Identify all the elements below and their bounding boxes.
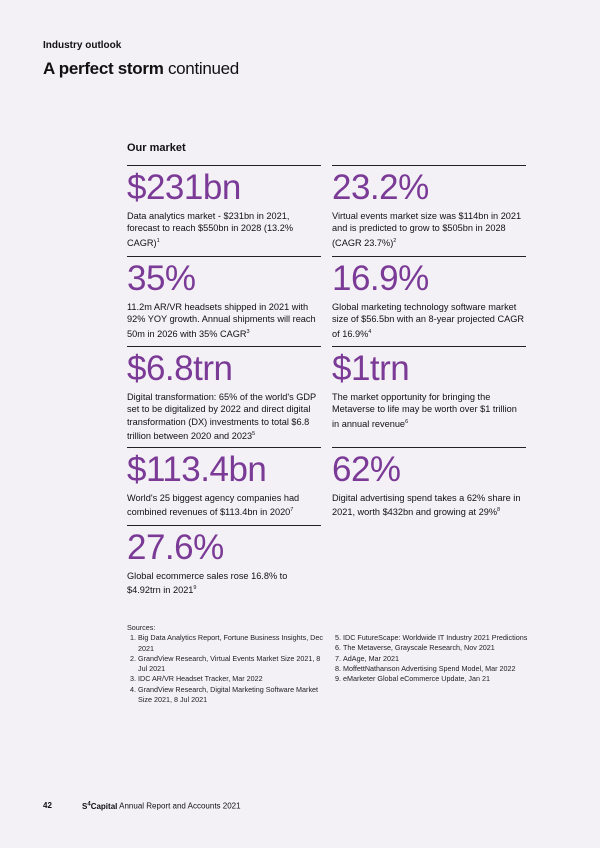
source-item: IDC FutureScape: Worldwide IT Industry 2… — [343, 633, 552, 643]
stat-block: $113.4bn World's 25 biggest agency compa… — [127, 447, 321, 519]
sources-label: Sources: — [127, 623, 156, 632]
stat-value: $231bn — [127, 168, 241, 207]
stat-description: Global marketing technology software mar… — [332, 301, 526, 340]
brand-s: S — [82, 801, 88, 811]
sources-left: Sources: Big Data Analytics Report, Fort… — [127, 623, 327, 705]
brand-sup: 4 — [87, 801, 91, 807]
stat-description: 11.2m AR/VR headsets shipped in 2021 wit… — [127, 301, 321, 340]
stat-value: 35% — [127, 259, 196, 298]
title-rest: continued — [163, 59, 239, 78]
stat-value: $6.8trn — [127, 349, 233, 388]
footnote-ref: 4 — [368, 328, 372, 335]
stat-description: Digital transformation: 65% of the world… — [127, 391, 321, 442]
stat-block: 35% 11.2m AR/VR headsets shipped in 2021… — [127, 256, 321, 340]
footnote-ref: 5 — [252, 430, 256, 437]
section-kicker: Industry outlook — [43, 40, 122, 51]
stat-block: $231bn Data analytics market - $231bn in… — [127, 165, 321, 249]
footnote-ref: 9 — [193, 585, 197, 592]
page-title: A perfect storm continued — [43, 59, 239, 79]
stat-block: 62% Digital advertising spend takes a 62… — [332, 447, 526, 519]
source-item: MoffettNathanson Advertising Spend Model… — [343, 664, 552, 674]
source-item: eMarketer Global eCommerce Update, Jan 2… — [343, 674, 552, 684]
source-item: GrandView Research, Virtual Events Marke… — [138, 654, 327, 675]
stat-value: 16.9% — [332, 259, 429, 298]
footnote-ref: 7 — [290, 507, 294, 514]
stat-block: $1trn The market opportunity for bringin… — [332, 346, 526, 430]
stat-text: Digital transformation: 65% of the world… — [127, 392, 316, 441]
stat-block: 23.2% Virtual events market size was $11… — [332, 165, 526, 249]
source-item: GrandView Research, Digital Marketing So… — [138, 685, 327, 706]
page-number: 42 — [43, 801, 52, 810]
source-item: Big Data Analytics Report, Fortune Busin… — [138, 633, 327, 654]
source-item: The Metaverse, Grayscale Research, Nov 2… — [343, 643, 552, 653]
source-item: IDC AR/VR Headset Tracker, Mar 2022 — [138, 674, 327, 684]
stat-value: 27.6% — [127, 528, 224, 567]
footnote-ref: 8 — [497, 507, 501, 514]
stat-value: $113.4bn — [127, 450, 267, 489]
stat-text: The market opportunity for bringing the … — [332, 392, 517, 429]
stat-description: The market opportunity for bringing the … — [332, 391, 526, 430]
footnote-ref: 6 — [405, 418, 409, 425]
stat-description: Digital advertising spend takes a 62% sh… — [332, 492, 526, 519]
source-item: AdAge, Mar 2021 — [343, 654, 552, 664]
footer-text: S4Capital Annual Report and Accounts 202… — [82, 801, 241, 811]
stat-description: Data analytics market - $231bn in 2021, … — [127, 210, 321, 249]
section-title: Our market — [127, 142, 186, 154]
stat-text: Global ecommerce sales rose 16.8% to $4.… — [127, 571, 288, 596]
stat-value: 23.2% — [332, 168, 429, 207]
brand-logo: S4Capital — [82, 801, 118, 811]
stat-value: $1trn — [332, 349, 410, 388]
title-bold: A perfect storm — [43, 59, 164, 78]
report-name: Annual Report and Accounts 2021 — [117, 801, 241, 811]
footnote-ref: 3 — [246, 328, 250, 335]
stat-description: Virtual events market size was $114bn in… — [332, 210, 526, 249]
stat-value: 62% — [332, 450, 401, 489]
stat-text: Data analytics market - $231bn in 2021, … — [127, 211, 293, 248]
stat-text: 11.2m AR/VR headsets shipped in 2021 wit… — [127, 302, 316, 339]
stat-block: 27.6% Global ecommerce sales rose 16.8% … — [127, 525, 321, 597]
brand-rest: Capital — [90, 801, 118, 811]
stat-text: Digital advertising spend takes a 62% sh… — [332, 493, 521, 518]
stat-block: 16.9% Global marketing technology softwa… — [332, 256, 526, 340]
stat-description: World's 25 biggest agency companies had … — [127, 492, 321, 519]
stat-text: World's 25 biggest agency companies had … — [127, 493, 300, 518]
stat-description: Global ecommerce sales rose 16.8% to $4.… — [127, 570, 321, 597]
stat-text: Global marketing technology software mar… — [332, 302, 525, 339]
sources-right: IDC FutureScape: Worldwide IT Industry 2… — [332, 633, 552, 684]
footnote-ref: 2 — [393, 237, 397, 244]
footnote-ref: 1 — [156, 237, 160, 244]
stat-block: $6.8trn Digital transformation: 65% of t… — [127, 346, 321, 442]
stat-text: Virtual events market size was $114bn in… — [332, 211, 522, 248]
